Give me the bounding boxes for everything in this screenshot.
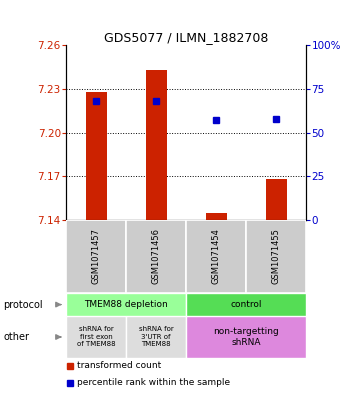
Bar <box>186 220 246 293</box>
Text: GSM1071454: GSM1071454 <box>211 228 221 285</box>
Text: GSM1071457: GSM1071457 <box>92 228 101 285</box>
Text: GSM1071456: GSM1071456 <box>152 228 161 285</box>
Bar <box>126 316 186 358</box>
Title: GDS5077 / ILMN_1882708: GDS5077 / ILMN_1882708 <box>104 31 268 44</box>
Bar <box>186 316 306 358</box>
Text: control: control <box>230 300 262 309</box>
Bar <box>186 293 306 316</box>
Text: GSM1071455: GSM1071455 <box>272 228 280 285</box>
Bar <box>66 220 126 293</box>
Text: protocol: protocol <box>3 299 43 310</box>
Bar <box>246 220 306 293</box>
Bar <box>206 213 226 220</box>
Bar <box>86 92 107 220</box>
Text: percentile rank within the sample: percentile rank within the sample <box>77 378 230 387</box>
Bar <box>146 70 167 220</box>
Text: TMEM88 depletion: TMEM88 depletion <box>84 300 168 309</box>
Bar <box>266 179 287 220</box>
Text: shRNA for
3'UTR of
TMEM88: shRNA for 3'UTR of TMEM88 <box>139 327 173 347</box>
Text: non-targetting
shRNA: non-targetting shRNA <box>213 327 279 347</box>
Bar <box>66 316 126 358</box>
Text: transformed count: transformed count <box>77 362 162 371</box>
Text: shRNA for
first exon
of TMEM88: shRNA for first exon of TMEM88 <box>77 327 116 347</box>
Text: other: other <box>3 332 29 342</box>
Bar <box>126 220 186 293</box>
Bar <box>66 293 186 316</box>
